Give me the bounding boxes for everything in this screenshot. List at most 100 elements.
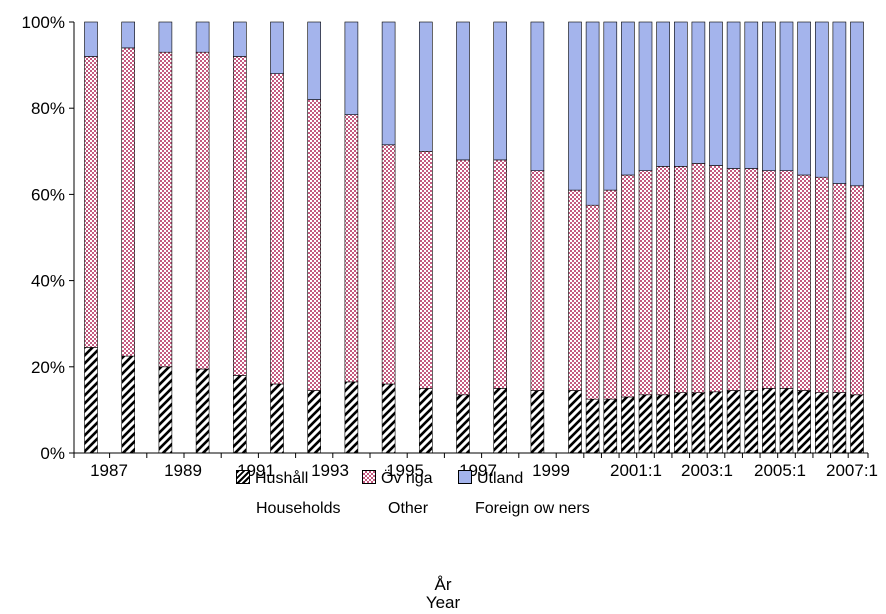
bar-segment-foreign-ow-ners	[603, 21, 618, 191]
x-tick-label: 1995	[386, 461, 424, 480]
bar-segment-households	[418, 388, 433, 454]
plot-area: 0%20%40%60%80%100%1987 1989 1991 1993 1995 19…	[22, 13, 878, 480]
bar-segment-other	[638, 170, 653, 396]
bar-segment-foreign-ow-ners	[797, 21, 811, 176]
bar-segment-other	[603, 189, 618, 400]
bar-segment-other	[673, 166, 688, 393]
bar-segment-households	[850, 394, 864, 454]
x-tick-label: 1993	[311, 461, 349, 480]
x-axis-title-english: Year	[425, 593, 461, 612]
bar-segment-foreign-ow-ners	[121, 21, 135, 49]
y-tick-label: 100%	[22, 13, 65, 32]
bar-segment-other	[709, 165, 723, 393]
bar-segment-households	[603, 398, 618, 454]
bar-segment-foreign-ow-ners	[638, 21, 653, 171]
y-tick-label: 60%	[31, 185, 65, 204]
y-tick-label: 80%	[31, 99, 65, 118]
bar-segment-households	[84, 347, 98, 454]
bar-segment-foreign-ow-ners	[673, 21, 688, 167]
y-tick-label: 40%	[31, 272, 65, 291]
legend-label-utland: Utland	[477, 470, 524, 487]
bar-segment-other	[307, 99, 322, 391]
legend-sublabel-foreign: Foreign ow ners	[475, 500, 590, 517]
x-tick-label: 2005:1	[754, 461, 806, 480]
bar-segment-other	[344, 114, 359, 383]
bar-segment-households	[456, 394, 470, 454]
bar-segment-households	[832, 392, 847, 454]
legend-sublabel-households: Households	[256, 500, 341, 517]
bar-segment-foreign-ow-ners	[381, 21, 396, 146]
bar-segment-foreign-ow-ners	[709, 21, 723, 166]
bar-segment-other	[797, 174, 811, 391]
bar-segment-foreign-ow-ners	[621, 21, 635, 176]
bar-segment-other	[195, 51, 210, 370]
bar-segment-households	[344, 381, 359, 454]
bar-segment-foreign-ow-ners	[744, 21, 759, 169]
legend-item-other: Öv riga	[362, 470, 433, 488]
bar-segment-households	[530, 390, 545, 454]
bar-segment-other	[762, 170, 776, 389]
legend-label-ovriga: Öv riga	[381, 470, 433, 487]
x-axis-title: År	[434, 575, 452, 594]
bar-segment-other	[656, 166, 670, 396]
bar-segment-households	[638, 394, 653, 454]
bar-segment-foreign-ow-ners	[762, 21, 776, 171]
x-tick-label: 1989	[164, 461, 202, 480]
bar-segment-foreign-ow-ners	[585, 21, 600, 206]
y-tick-label: 0%	[40, 444, 65, 463]
bar-segment-foreign-ow-ners	[307, 21, 322, 100]
bar-segment-foreign-ow-ners	[270, 21, 284, 75]
bar-segment-other	[779, 170, 794, 389]
x-tick-label: 2001:1	[610, 461, 662, 480]
bar-segment-other	[691, 163, 706, 393]
bar-segment-other	[850, 185, 864, 396]
bar-segment-other	[233, 56, 247, 376]
bar-segment-other	[585, 204, 600, 400]
bar-segment-foreign-ow-ners	[726, 21, 741, 169]
bar-segment-households	[121, 355, 135, 454]
legend-label-hushall: Hushåll	[255, 470, 309, 487]
bar-segment-households	[744, 390, 759, 454]
bar-segment-households	[656, 394, 670, 454]
bar-segment-households	[691, 392, 706, 454]
bar-segment-other	[530, 170, 545, 391]
legend-item-households: Hushåll	[236, 470, 308, 488]
bar-segment-other	[568, 189, 582, 391]
bar-segment-households	[779, 388, 794, 454]
bar-segment-other	[158, 51, 173, 368]
bar-segment-households	[814, 392, 829, 454]
bar-segment-other	[381, 144, 396, 385]
bar-segment-households	[585, 398, 600, 454]
x-tick-label: 2007:1	[826, 461, 878, 480]
bar-segment-foreign-ow-ners	[233, 21, 247, 57]
bar-segment-foreign-ow-ners	[158, 21, 173, 53]
legend: Hushåll Öv riga Utland Households Other …	[236, 470, 656, 526]
legend-item-foreign: Utland	[458, 470, 523, 488]
legend-swatch-other	[362, 470, 376, 484]
bar-segment-foreign-ow-ners	[691, 21, 706, 164]
bar-segment-foreign-ow-ners	[568, 21, 582, 191]
bar-segment-foreign-ow-ners	[195, 21, 210, 53]
bar-segment-households	[233, 375, 247, 454]
bar-segment-households	[797, 390, 811, 454]
bar-segment-foreign-ow-ners	[656, 21, 670, 167]
x-tick-label: 1999	[532, 461, 570, 480]
bar-segment-other	[744, 168, 759, 391]
bar-segment-foreign-ow-ners	[530, 21, 545, 171]
bar-segment-households	[709, 391, 723, 454]
bar-segment-other	[726, 168, 741, 391]
bar-segment-foreign-ow-ners	[344, 21, 359, 115]
bar-segment-other	[621, 174, 635, 398]
bar-segment-households	[621, 396, 635, 454]
bar-segment-foreign-ow-ners	[418, 21, 433, 152]
bar-segment-foreign-ow-ners	[832, 21, 847, 184]
x-tick-label: 2003:1	[681, 461, 733, 480]
y-tick-label: 20%	[31, 358, 65, 377]
bar-segment-households	[673, 392, 688, 454]
bar-segment-other	[456, 159, 470, 396]
bar-segment-foreign-ow-ners	[850, 21, 864, 187]
bar-segment-other	[270, 73, 284, 385]
bar-segment-foreign-ow-ners	[493, 21, 508, 161]
bar-segment-other	[493, 159, 508, 389]
